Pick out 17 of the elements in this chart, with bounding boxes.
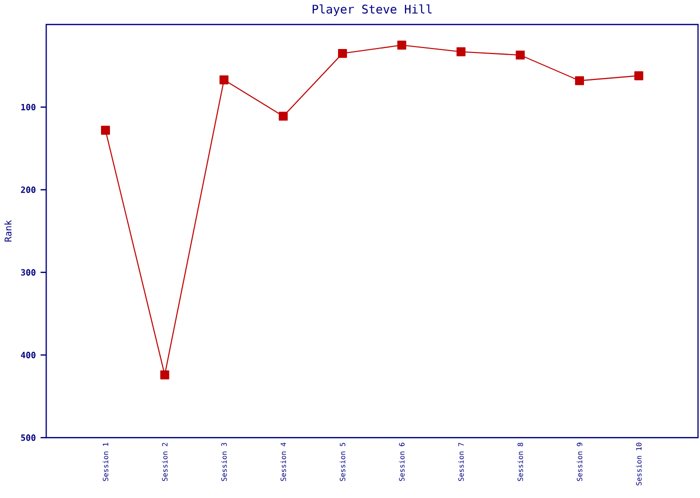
- point: [397, 40, 406, 50]
- y-tick-label: 100: [21, 104, 36, 110]
- point: [160, 370, 170, 380]
- point: [278, 112, 288, 121]
- point: [456, 47, 466, 56]
- y-tick-label: 300: [21, 269, 36, 276]
- point: [101, 126, 110, 135]
- point: [516, 50, 525, 60]
- point: [575, 76, 584, 86]
- chart-title: Player Steve Hill: [312, 4, 432, 16]
- y-axis-title: Rank: [4, 220, 12, 242]
- point: [338, 49, 347, 58]
- y-tick-label: 200: [21, 186, 36, 194]
- y-tick-label: 400: [20, 352, 36, 358]
- point: [634, 71, 644, 80]
- point: [220, 75, 228, 84]
- y-tick-label: 500: [21, 434, 36, 441]
